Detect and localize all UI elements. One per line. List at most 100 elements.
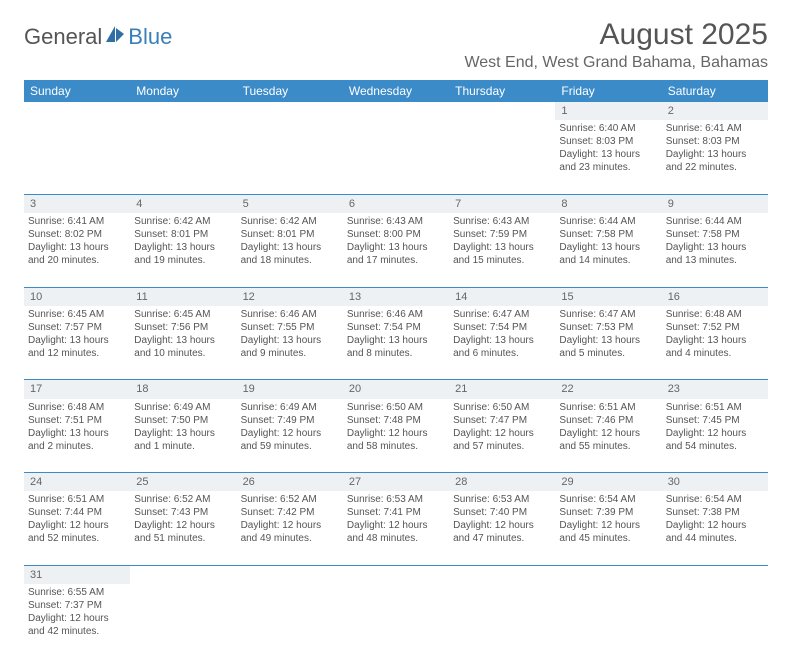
sunset-line: Sunset: 7:47 PM <box>453 414 551 427</box>
sunrise-line: Sunrise: 6:52 AM <box>241 493 339 506</box>
weekday-header: Sunday <box>24 80 130 102</box>
sunrise-line: Sunrise: 6:49 AM <box>134 401 232 414</box>
day-number: 12 <box>237 287 343 306</box>
daylight-line: Daylight: 13 hours and 22 minutes. <box>666 148 764 174</box>
daylight-line: Daylight: 13 hours and 5 minutes. <box>559 334 657 360</box>
day-cell: Sunrise: 6:42 AMSunset: 8:01 PMDaylight:… <box>130 213 236 287</box>
day-number: 15 <box>555 287 661 306</box>
sunset-line: Sunset: 7:57 PM <box>28 321 126 334</box>
week-row: Sunrise: 6:45 AMSunset: 7:57 PMDaylight:… <box>24 306 768 380</box>
day-cell: Sunrise: 6:51 AMSunset: 7:44 PMDaylight:… <box>24 491 130 565</box>
day-cell: Sunrise: 6:40 AMSunset: 8:03 PMDaylight:… <box>555 120 661 194</box>
day-cell: Sunrise: 6:46 AMSunset: 7:55 PMDaylight:… <box>237 306 343 380</box>
sunset-line: Sunset: 7:41 PM <box>347 506 445 519</box>
day-number: 19 <box>237 380 343 399</box>
day-number-row: 31 <box>24 565 768 584</box>
location: West End, West Grand Bahama, Bahamas <box>464 54 768 72</box>
day-cell: Sunrise: 6:48 AMSunset: 7:51 PMDaylight:… <box>24 399 130 473</box>
sunset-line: Sunset: 7:43 PM <box>134 506 232 519</box>
daylight-line: Daylight: 13 hours and 17 minutes. <box>347 241 445 267</box>
weekday-header: Saturday <box>662 80 768 102</box>
sunrise-line: Sunrise: 6:44 AM <box>666 215 764 228</box>
day-cell <box>24 120 130 194</box>
sunrise-line: Sunrise: 6:42 AM <box>134 215 232 228</box>
title-block: August 2025 West End, West Grand Bahama,… <box>464 18 768 72</box>
logo-text-b: Blue <box>128 24 172 50</box>
daylight-line: Daylight: 13 hours and 6 minutes. <box>453 334 551 360</box>
day-cell: Sunrise: 6:41 AMSunset: 8:03 PMDaylight:… <box>662 120 768 194</box>
day-number: 17 <box>24 380 130 399</box>
daylight-line: Daylight: 13 hours and 1 minute. <box>134 427 232 453</box>
day-cell: Sunrise: 6:50 AMSunset: 7:47 PMDaylight:… <box>449 399 555 473</box>
day-cell: Sunrise: 6:49 AMSunset: 7:50 PMDaylight:… <box>130 399 236 473</box>
day-number: 16 <box>662 287 768 306</box>
daylight-line: Daylight: 12 hours and 57 minutes. <box>453 427 551 453</box>
day-number: 13 <box>343 287 449 306</box>
day-cell: Sunrise: 6:43 AMSunset: 7:59 PMDaylight:… <box>449 213 555 287</box>
sunset-line: Sunset: 7:40 PM <box>453 506 551 519</box>
sunrise-line: Sunrise: 6:48 AM <box>28 401 126 414</box>
day-number: 23 <box>662 380 768 399</box>
daylight-line: Daylight: 13 hours and 2 minutes. <box>28 427 126 453</box>
sunset-line: Sunset: 7:48 PM <box>347 414 445 427</box>
day-cell: Sunrise: 6:45 AMSunset: 7:57 PMDaylight:… <box>24 306 130 380</box>
day-cell <box>343 584 449 658</box>
week-row: Sunrise: 6:48 AMSunset: 7:51 PMDaylight:… <box>24 399 768 473</box>
day-number: 28 <box>449 473 555 492</box>
sunrise-line: Sunrise: 6:54 AM <box>559 493 657 506</box>
daylight-line: Daylight: 13 hours and 9 minutes. <box>241 334 339 360</box>
weekday-header: Friday <box>555 80 661 102</box>
sunset-line: Sunset: 8:03 PM <box>666 135 764 148</box>
daylight-line: Daylight: 12 hours and 54 minutes. <box>666 427 764 453</box>
day-number <box>130 565 236 584</box>
sunset-line: Sunset: 7:50 PM <box>134 414 232 427</box>
daylight-line: Daylight: 13 hours and 19 minutes. <box>134 241 232 267</box>
day-number: 25 <box>130 473 236 492</box>
daylight-line: Daylight: 12 hours and 48 minutes. <box>347 519 445 545</box>
sunset-line: Sunset: 7:56 PM <box>134 321 232 334</box>
day-number <box>343 565 449 584</box>
daylight-line: Daylight: 12 hours and 51 minutes. <box>134 519 232 545</box>
day-cell: Sunrise: 6:44 AMSunset: 7:58 PMDaylight:… <box>662 213 768 287</box>
daylight-line: Daylight: 12 hours and 44 minutes. <box>666 519 764 545</box>
day-cell: Sunrise: 6:54 AMSunset: 7:39 PMDaylight:… <box>555 491 661 565</box>
daylight-line: Daylight: 12 hours and 49 minutes. <box>241 519 339 545</box>
sunrise-line: Sunrise: 6:55 AM <box>28 586 126 599</box>
sunrise-line: Sunrise: 6:51 AM <box>559 401 657 414</box>
sunrise-line: Sunrise: 6:43 AM <box>453 215 551 228</box>
daylight-line: Daylight: 12 hours and 42 minutes. <box>28 612 126 638</box>
sail-icon <box>104 24 126 50</box>
daylight-line: Daylight: 13 hours and 20 minutes. <box>28 241 126 267</box>
daylight-line: Daylight: 12 hours and 55 minutes. <box>559 427 657 453</box>
header: General Blue August 2025 West End, West … <box>24 18 768 72</box>
day-cell: Sunrise: 6:47 AMSunset: 7:53 PMDaylight:… <box>555 306 661 380</box>
day-cell: Sunrise: 6:47 AMSunset: 7:54 PMDaylight:… <box>449 306 555 380</box>
day-number: 6 <box>343 194 449 213</box>
sunrise-line: Sunrise: 6:49 AM <box>241 401 339 414</box>
sunset-line: Sunset: 7:54 PM <box>453 321 551 334</box>
daylight-line: Daylight: 12 hours and 59 minutes. <box>241 427 339 453</box>
day-cell: Sunrise: 6:52 AMSunset: 7:43 PMDaylight:… <box>130 491 236 565</box>
day-number-row: 17181920212223 <box>24 380 768 399</box>
sunrise-line: Sunrise: 6:48 AM <box>666 308 764 321</box>
sunset-line: Sunset: 8:00 PM <box>347 228 445 241</box>
sunset-line: Sunset: 7:46 PM <box>559 414 657 427</box>
week-row: Sunrise: 6:40 AMSunset: 8:03 PMDaylight:… <box>24 120 768 194</box>
day-number: 18 <box>130 380 236 399</box>
day-number <box>130 102 236 120</box>
weekday-header: Wednesday <box>343 80 449 102</box>
sunset-line: Sunset: 7:55 PM <box>241 321 339 334</box>
sunset-line: Sunset: 7:59 PM <box>453 228 551 241</box>
weekday-header: Monday <box>130 80 236 102</box>
sunrise-line: Sunrise: 6:47 AM <box>559 308 657 321</box>
day-cell: Sunrise: 6:52 AMSunset: 7:42 PMDaylight:… <box>237 491 343 565</box>
daylight-line: Daylight: 12 hours and 58 minutes. <box>347 427 445 453</box>
sunrise-line: Sunrise: 6:53 AM <box>453 493 551 506</box>
sunset-line: Sunset: 7:39 PM <box>559 506 657 519</box>
day-cell: Sunrise: 6:54 AMSunset: 7:38 PMDaylight:… <box>662 491 768 565</box>
logo: General Blue <box>24 24 172 50</box>
day-number: 27 <box>343 473 449 492</box>
day-number: 30 <box>662 473 768 492</box>
day-cell: Sunrise: 6:43 AMSunset: 8:00 PMDaylight:… <box>343 213 449 287</box>
sunset-line: Sunset: 7:42 PM <box>241 506 339 519</box>
